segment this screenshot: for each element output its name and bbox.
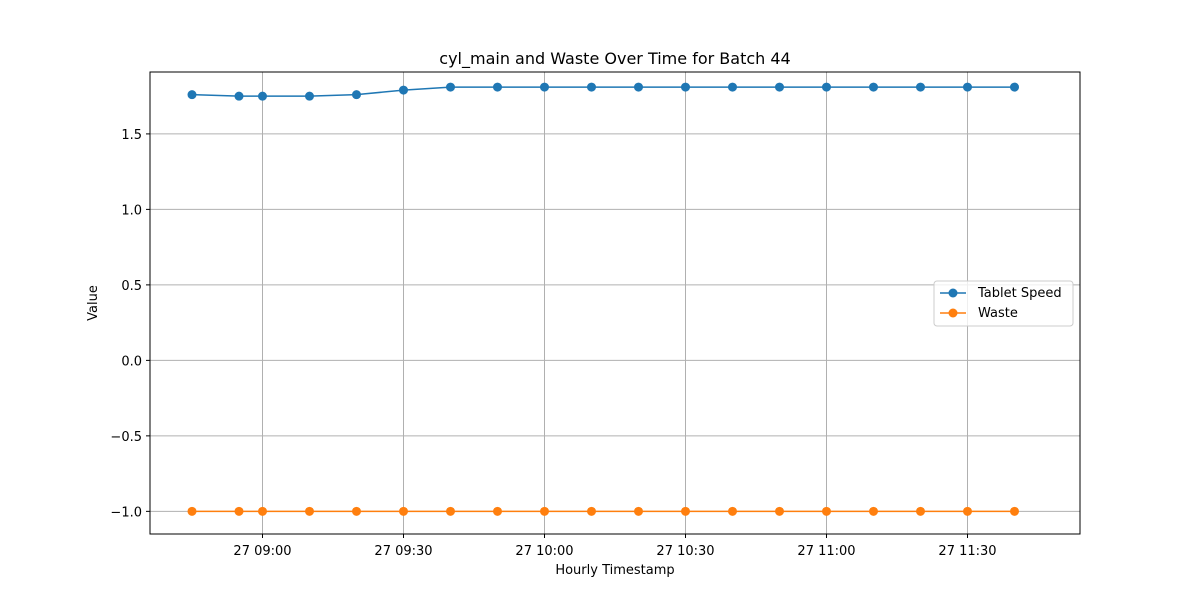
data-point-tablet-speed xyxy=(399,85,408,95)
legend: Tablet Speed Waste xyxy=(933,280,1074,327)
x-tick-label: 27 10:00 xyxy=(515,544,573,559)
x-tick-label: 27 10:30 xyxy=(656,544,714,559)
data-point-waste xyxy=(1010,506,1019,516)
x-tick-label: 27 09:00 xyxy=(233,544,291,559)
data-point-tablet-speed xyxy=(728,82,737,92)
data-point-waste xyxy=(822,506,831,516)
data-point-waste xyxy=(352,506,361,516)
data-point-tablet-speed xyxy=(187,90,197,100)
data-point-tablet-speed xyxy=(916,82,925,92)
data-point-tablet-speed xyxy=(587,82,596,92)
y-axis-label: Value xyxy=(86,285,101,321)
data-point-waste xyxy=(634,506,643,516)
y-tick-label: 0.0 xyxy=(121,354,142,369)
legend-label-waste: Waste xyxy=(978,306,1018,321)
data-point-waste xyxy=(187,506,197,516)
data-point-tablet-speed xyxy=(352,90,361,100)
data-point-waste xyxy=(399,506,408,516)
data-point-tablet-speed xyxy=(869,82,878,92)
legend-marker-waste xyxy=(948,308,958,318)
data-point-waste xyxy=(681,506,690,516)
data-point-tablet-speed xyxy=(493,82,502,92)
legend-label-tablet-speed: Tablet Speed xyxy=(977,286,1062,301)
y-tick-label: 1.0 xyxy=(121,203,142,218)
data-point-waste xyxy=(305,506,314,516)
data-point-tablet-speed xyxy=(305,91,314,101)
x-axis-label: Hourly Timestamp xyxy=(555,563,674,578)
data-point-waste xyxy=(775,506,784,516)
x-tick-label: 27 11:30 xyxy=(938,544,996,559)
data-point-waste xyxy=(587,506,596,516)
series-layer xyxy=(187,82,1019,516)
data-point-tablet-speed xyxy=(234,91,244,101)
chart-title: cyl_main and Waste Over Time for Batch 4… xyxy=(439,49,790,69)
legend-marker-tablet-speed xyxy=(948,288,958,298)
data-point-tablet-speed xyxy=(681,82,690,92)
y-tick-label: −0.5 xyxy=(110,430,142,445)
data-point-waste xyxy=(869,506,878,516)
data-point-waste xyxy=(728,506,737,516)
plot-frame xyxy=(149,71,1081,535)
data-point-waste xyxy=(234,506,244,516)
x-tick-label: 27 11:00 xyxy=(797,544,855,559)
y-tick-label: 0.5 xyxy=(121,279,142,294)
y-tick-label: 1.5 xyxy=(121,128,142,143)
data-point-tablet-speed xyxy=(446,82,455,92)
data-point-waste xyxy=(493,506,502,516)
data-point-waste xyxy=(540,506,549,516)
data-point-tablet-speed xyxy=(634,82,643,92)
data-point-tablet-speed xyxy=(540,82,549,92)
data-point-tablet-speed xyxy=(775,82,784,92)
axis-ticks: 27 09:00 27 09:30 27 10:00 27 10:30 27 11:00… xyxy=(110,128,996,559)
x-tick-label: 27 09:30 xyxy=(374,544,432,559)
legend-frame xyxy=(933,280,1074,327)
data-point-waste xyxy=(963,506,972,516)
y-tick-label: −1.0 xyxy=(110,505,142,520)
data-point-waste xyxy=(916,506,925,516)
data-point-tablet-speed xyxy=(1010,82,1019,92)
data-point-tablet-speed xyxy=(258,91,267,101)
data-point-tablet-speed xyxy=(963,82,972,92)
data-point-tablet-speed xyxy=(822,82,831,92)
data-point-waste xyxy=(446,506,455,516)
data-point-waste xyxy=(258,506,267,516)
